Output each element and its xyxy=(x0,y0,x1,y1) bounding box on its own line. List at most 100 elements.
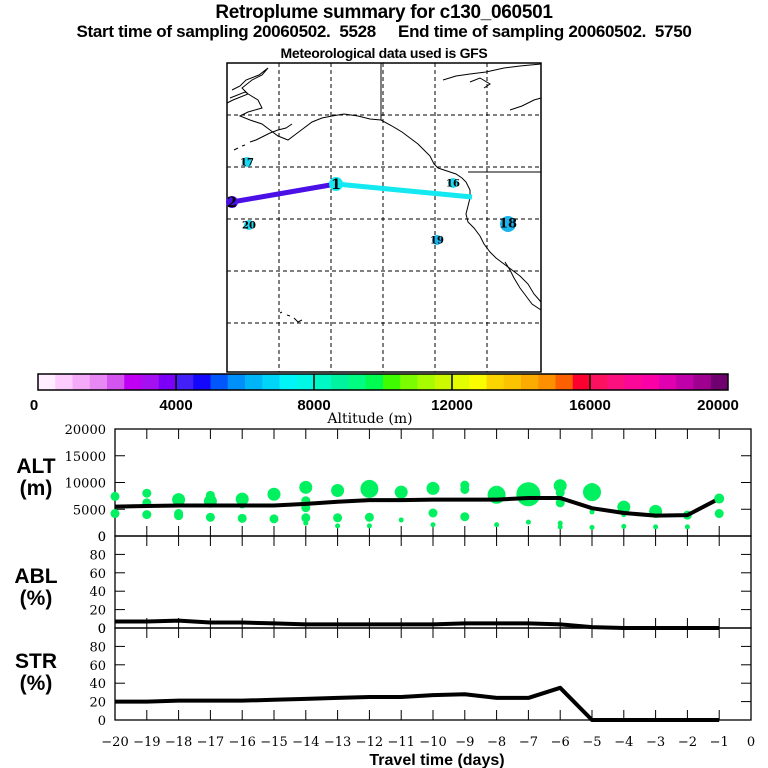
str-ytick-label: 80 xyxy=(89,640,106,655)
cluster-label-16: 16 xyxy=(446,179,460,190)
colorbar-segment xyxy=(572,374,591,390)
colorbar-segment xyxy=(710,374,729,390)
altitude-cluster-point xyxy=(684,524,690,530)
altitude-cluster-point xyxy=(583,483,601,502)
altitude-cluster-point xyxy=(394,485,408,499)
colorbar-axis-label: Altitude (m) xyxy=(326,411,412,427)
altitude-cluster-point xyxy=(269,514,279,524)
colorbar-tick-label: 0 xyxy=(30,397,38,414)
colorbar-segment xyxy=(331,374,349,390)
altitude-cluster-point xyxy=(331,484,345,498)
xtick-label: −9 xyxy=(455,735,474,750)
xtick-label: −10 xyxy=(419,735,446,750)
trajectory-segment-start-1 xyxy=(335,181,473,200)
xtick-label: −4 xyxy=(614,735,633,750)
coastline-aleutians xyxy=(233,123,293,151)
trajectory-label-2: 2 xyxy=(227,195,237,211)
xtick-label: −19 xyxy=(133,735,160,750)
xtick-label: −2 xyxy=(678,735,697,750)
colorbar-segment xyxy=(521,374,539,390)
colorbar-segment xyxy=(227,374,246,390)
altitude-cluster-point xyxy=(172,493,186,507)
colorbar-segment xyxy=(141,374,160,390)
abl-ytick-label-top: 0 xyxy=(98,530,106,545)
altitude-cluster-point xyxy=(142,510,152,520)
altitude-cluster-point xyxy=(335,523,341,529)
xtick-label: −3 xyxy=(646,735,665,750)
colorbar-segment xyxy=(417,374,436,390)
altitude-cluster-point xyxy=(142,488,152,498)
colorbar-segment xyxy=(659,374,677,390)
str-ytick-label: 60 xyxy=(89,659,106,674)
colorbar-segment xyxy=(245,374,263,390)
altitude-cluster-point xyxy=(553,479,567,493)
altitude-cluster-point xyxy=(301,513,311,523)
alt-ytick-label: 20000 xyxy=(65,423,106,438)
colorbar-segment xyxy=(314,374,332,390)
coastline xyxy=(226,63,542,323)
altitude-cluster-point xyxy=(555,488,565,498)
altitude-cluster-point xyxy=(428,508,438,518)
cluster-label-19: 19 xyxy=(430,236,444,247)
abl-ytick-label: 60 xyxy=(89,567,106,582)
altitude-cluster-point xyxy=(525,519,531,525)
xtick-label: −13 xyxy=(324,735,351,750)
altitude-cluster-point xyxy=(494,522,500,528)
altitude-cluster-point xyxy=(205,490,215,500)
colorbar-segment xyxy=(124,374,142,390)
alt-label-line1: ALT xyxy=(16,455,56,478)
colorbar-segment xyxy=(486,374,505,390)
alt-panel: 0 5000 10000 15000 20000 xyxy=(65,423,752,545)
xtick-label: −14 xyxy=(292,735,319,750)
str-panel-label: STR (%) xyxy=(8,651,64,695)
colorbar-segment xyxy=(624,374,643,390)
xtick-label: −6 xyxy=(551,735,570,750)
abl-ytick-label: 0 xyxy=(98,622,106,637)
str-ytick-label: 20 xyxy=(89,696,106,711)
colorbar-segment xyxy=(641,374,660,390)
altitude-colorbar: 0 4000 8000 12000 16000 20000 Altitude (m) xyxy=(30,373,739,427)
xtick-label: −15 xyxy=(260,735,287,750)
altitude-cluster-point xyxy=(110,509,120,519)
colorbar-frame xyxy=(37,373,729,391)
colorbar-segment xyxy=(158,374,177,390)
str-label-line2: (%) xyxy=(19,672,53,695)
alt-label-line2: (m) xyxy=(19,477,53,500)
colorbar-segment xyxy=(210,374,229,390)
colorbar-segment xyxy=(590,374,608,390)
str-label-line1: STR xyxy=(15,650,57,673)
altitude-cluster-point xyxy=(589,524,595,530)
abl-ytick-label: 40 xyxy=(89,585,106,600)
alt-ytick-label: 5000 xyxy=(73,503,106,518)
colorbar-tick-label: 4000 xyxy=(159,397,192,414)
str-panel: 0 20 40 60 80 0 xyxy=(89,622,752,729)
colorbar-segment xyxy=(538,374,556,390)
colorbar-tick-label: 8000 xyxy=(297,397,330,414)
colorbar-tick-label: 20000 xyxy=(697,397,739,414)
str-ytick-label: 0 xyxy=(98,714,106,729)
trajectory-segment-1-2 xyxy=(231,181,337,205)
colorbar-segment xyxy=(503,374,522,390)
altitude-cluster-point xyxy=(460,512,470,522)
colorbar-segment xyxy=(262,374,280,390)
colorbar-segment xyxy=(72,374,91,390)
xtick-label: −16 xyxy=(228,735,255,750)
colorbar-segment xyxy=(555,374,574,390)
altitude-cluster-point xyxy=(460,484,470,494)
xtick-label: −1 xyxy=(710,735,729,750)
colorbar-segment xyxy=(676,374,694,390)
abl-series-line xyxy=(115,618,720,630)
altitude-cluster-point xyxy=(557,524,563,530)
altitude-cluster-point xyxy=(333,513,343,523)
abl-label-line1: ABL xyxy=(14,565,58,588)
altitude-release-point xyxy=(714,493,725,504)
coastline-alaska xyxy=(226,63,439,169)
map-marks: 1 2 16 17 18 19 20 xyxy=(226,157,517,247)
altitude-cluster-point xyxy=(430,522,436,528)
altitude-cluster-point xyxy=(366,523,372,529)
colorbar-segment xyxy=(107,374,125,390)
coastline-baja xyxy=(504,261,542,311)
altitude-cluster-point xyxy=(617,500,631,514)
alt-panel-label: ALT (m) xyxy=(8,456,64,500)
